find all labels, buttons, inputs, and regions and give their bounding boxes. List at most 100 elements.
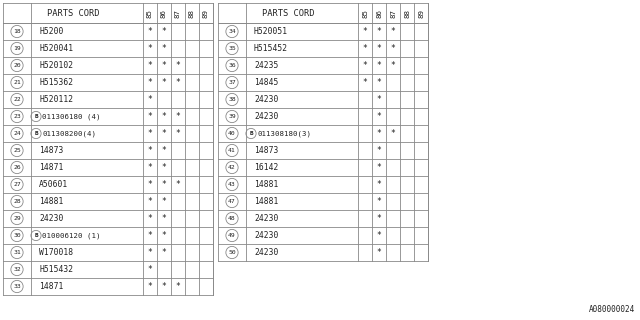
Text: PARTS CORD: PARTS CORD (47, 9, 99, 18)
Text: *: * (148, 231, 152, 240)
Text: *: * (161, 112, 166, 121)
Text: 14871: 14871 (39, 282, 63, 291)
Text: 24230: 24230 (254, 214, 278, 223)
Text: *: * (148, 248, 152, 257)
Text: H515452: H515452 (254, 44, 288, 53)
Text: 24230: 24230 (254, 95, 278, 104)
Text: H515362: H515362 (39, 78, 73, 87)
Text: H520041: H520041 (39, 44, 73, 53)
Text: 47: 47 (228, 199, 236, 204)
Text: *: * (376, 112, 381, 121)
Text: *: * (148, 78, 152, 87)
Text: *: * (161, 282, 166, 291)
Text: 39: 39 (228, 114, 236, 119)
Text: 88: 88 (404, 9, 410, 18)
Text: 36: 36 (228, 63, 236, 68)
Text: 011306180 (4): 011306180 (4) (42, 113, 100, 120)
Text: *: * (376, 146, 381, 155)
Text: 011308200(4): 011308200(4) (42, 130, 96, 137)
Text: 87: 87 (390, 9, 396, 18)
Text: 14873: 14873 (39, 146, 63, 155)
Text: *: * (148, 129, 152, 138)
Text: *: * (148, 27, 152, 36)
Text: H515432: H515432 (39, 265, 73, 274)
Text: *: * (148, 112, 152, 121)
Text: *: * (148, 265, 152, 274)
Text: *: * (148, 163, 152, 172)
Text: 48: 48 (228, 216, 236, 221)
Text: *: * (148, 44, 152, 53)
Text: B: B (34, 233, 38, 238)
Text: B: B (34, 114, 38, 119)
Text: 50: 50 (228, 250, 236, 255)
Text: 85: 85 (362, 9, 368, 18)
Text: B: B (249, 131, 253, 136)
Text: PARTS CORD: PARTS CORD (262, 9, 314, 18)
Text: 28: 28 (13, 199, 21, 204)
Text: 14881: 14881 (39, 197, 63, 206)
Text: 25: 25 (13, 148, 21, 153)
Text: 22: 22 (13, 97, 21, 102)
Text: *: * (148, 61, 152, 70)
Text: 19: 19 (13, 46, 21, 51)
Text: 14845: 14845 (254, 78, 278, 87)
Text: *: * (376, 231, 381, 240)
Text: *: * (148, 214, 152, 223)
Text: 35: 35 (228, 46, 236, 51)
Text: 29: 29 (13, 216, 21, 221)
Text: *: * (175, 129, 180, 138)
Text: 16142: 16142 (254, 163, 278, 172)
Text: 87: 87 (175, 9, 181, 18)
Text: 27: 27 (13, 182, 21, 187)
Text: *: * (148, 180, 152, 189)
Text: H5200: H5200 (39, 27, 63, 36)
Text: *: * (376, 129, 381, 138)
Text: *: * (363, 61, 367, 70)
Text: *: * (376, 248, 381, 257)
Text: 20: 20 (13, 63, 21, 68)
Text: *: * (161, 129, 166, 138)
Text: *: * (161, 231, 166, 240)
Text: *: * (175, 112, 180, 121)
Text: 40: 40 (228, 131, 236, 136)
Text: 24235: 24235 (254, 61, 278, 70)
Text: 89: 89 (418, 9, 424, 18)
Text: 89: 89 (203, 9, 209, 18)
Text: 31: 31 (13, 250, 21, 255)
Text: *: * (363, 27, 367, 36)
Text: *: * (148, 95, 152, 104)
Text: *: * (175, 180, 180, 189)
Text: *: * (376, 61, 381, 70)
Text: *: * (161, 146, 166, 155)
Text: *: * (390, 61, 396, 70)
Text: 86: 86 (161, 9, 167, 18)
Text: 86: 86 (376, 9, 382, 18)
Text: *: * (390, 27, 396, 36)
Text: *: * (376, 44, 381, 53)
Text: *: * (376, 78, 381, 87)
Text: 14873: 14873 (254, 146, 278, 155)
Text: H520051: H520051 (254, 27, 288, 36)
Text: *: * (161, 61, 166, 70)
Text: B: B (34, 131, 38, 136)
Text: H520102: H520102 (39, 61, 73, 70)
Text: 011308180(3): 011308180(3) (257, 130, 311, 137)
Text: 24230: 24230 (254, 231, 278, 240)
Text: 24230: 24230 (254, 112, 278, 121)
Text: *: * (161, 78, 166, 87)
Text: 010006120 (1): 010006120 (1) (42, 232, 100, 239)
Text: *: * (161, 163, 166, 172)
Text: 24230: 24230 (39, 214, 63, 223)
Text: 14871: 14871 (39, 163, 63, 172)
Text: *: * (161, 44, 166, 53)
Text: *: * (175, 78, 180, 87)
Text: *: * (390, 129, 396, 138)
Text: 23: 23 (13, 114, 21, 119)
Text: 43: 43 (228, 182, 236, 187)
Text: 88: 88 (189, 9, 195, 18)
Text: 18: 18 (13, 29, 21, 34)
Text: 14881: 14881 (254, 197, 278, 206)
Text: 26: 26 (13, 165, 21, 170)
Text: 24230: 24230 (254, 248, 278, 257)
Text: *: * (161, 197, 166, 206)
